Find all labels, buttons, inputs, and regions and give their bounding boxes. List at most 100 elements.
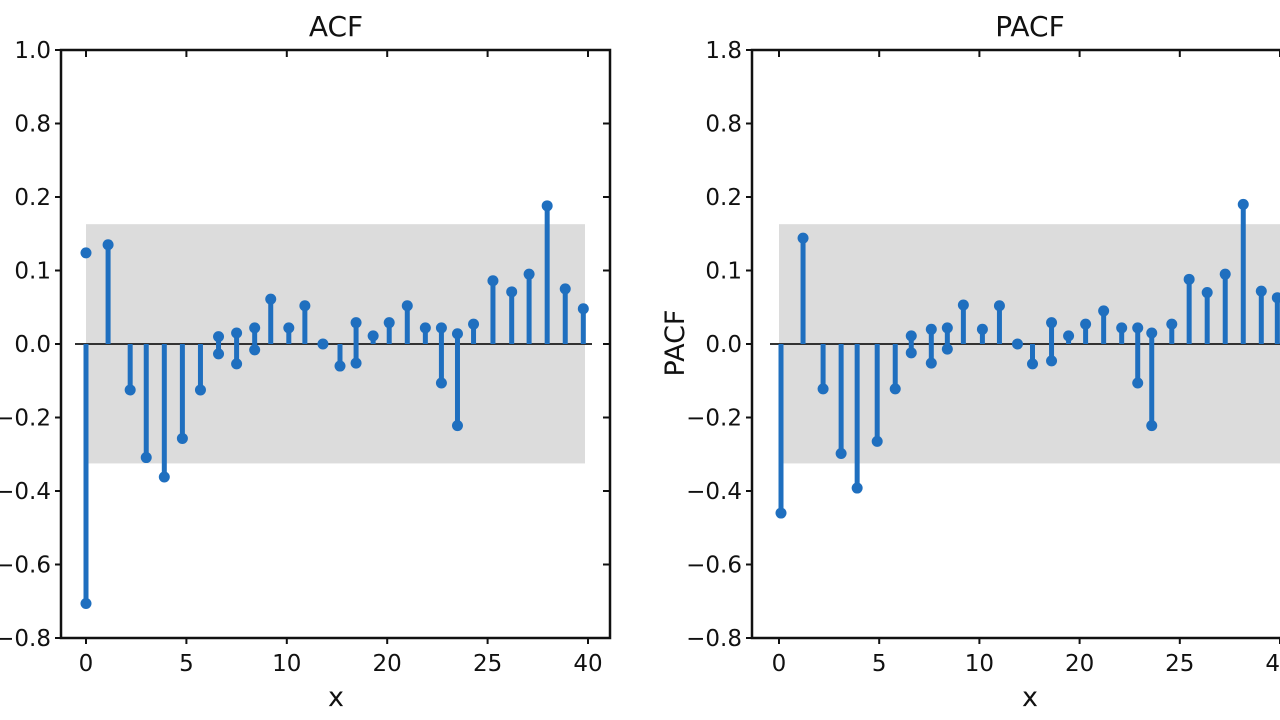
- acf-stem-marker: [283, 322, 295, 334]
- acf-y-tick-label: −0.8: [0, 626, 51, 652]
- acf-stem-marker: [401, 300, 413, 312]
- pacf-stem-marker: [1271, 292, 1280, 304]
- acf-x-tick-label: 5: [179, 651, 194, 677]
- acf-stem-marker: [231, 327, 243, 339]
- pacf-stem-marker: [775, 507, 787, 519]
- acf-y-tick-label: −0.6: [0, 553, 51, 579]
- pacf-stem-marker: [1201, 287, 1213, 299]
- acf-stem-marker: [176, 432, 188, 444]
- acf-y-tick-label: −0.2: [0, 406, 51, 432]
- pacf-stem-marker: [941, 322, 953, 334]
- acf-stem-marker: [213, 348, 225, 360]
- pacf-stem-marker: [905, 330, 917, 342]
- acf-stem-marker: [231, 358, 243, 370]
- pacf-stem-marker: [1255, 285, 1267, 297]
- acf-stem-marker: [559, 283, 571, 295]
- acf-y-tick-label: −0.4: [0, 479, 51, 505]
- acf-stem-marker: [367, 330, 379, 342]
- acf-stem-marker: [213, 331, 225, 343]
- pacf-y-tick-label: 0.1: [705, 259, 742, 285]
- pacf-stem-marker: [1063, 330, 1075, 342]
- acf-stem-marker: [265, 293, 277, 305]
- pacf-stem-marker: [1011, 338, 1023, 350]
- pacf-stem-marker: [925, 357, 937, 369]
- acf-x-tick-label: 10: [272, 651, 301, 677]
- acf-stem-marker: [468, 318, 480, 330]
- pacf-stem-marker: [1098, 305, 1110, 317]
- acf-stem-marker: [124, 384, 136, 396]
- acf-stem-marker: [350, 317, 362, 329]
- pacf-x-tick-label: 10: [965, 651, 994, 677]
- acf-y-tick-label: 0.2: [14, 185, 51, 211]
- acf-y-tick-label: 0.8: [14, 112, 51, 138]
- pacf-x-tick-label: 40: [1265, 651, 1280, 677]
- acf-x-tick-label: 25: [473, 651, 502, 677]
- acf-stem-marker: [451, 328, 463, 340]
- acf-stem-marker: [487, 275, 499, 287]
- pacf-stem-marker: [1132, 322, 1144, 334]
- pacf-stem-marker: [925, 323, 937, 335]
- acf-stem-marker: [523, 268, 535, 280]
- acf-y-tick-label: 0.1: [14, 259, 51, 285]
- pacf-stem-marker: [1166, 318, 1178, 330]
- acf-stem-marker: [140, 452, 152, 464]
- acf-stem-marker: [577, 303, 589, 315]
- acf-stem-marker: [435, 377, 447, 389]
- pacf-x-axis-label: x: [1022, 682, 1038, 713]
- pacf-x-tick-label: 20: [1065, 651, 1094, 677]
- pacf-stem-marker: [1183, 273, 1195, 285]
- pacf-stem-marker: [941, 343, 953, 355]
- acf-stem-marker: [102, 239, 114, 251]
- pacf-y-tick-label: −0.6: [686, 553, 742, 579]
- pacf-x-tick-label: 0: [772, 651, 787, 677]
- pacf-stem-marker: [1046, 317, 1058, 329]
- acf-stem-marker: [451, 420, 463, 432]
- acf-x-tick-label: 20: [373, 651, 402, 677]
- acf-stem-marker: [158, 471, 170, 483]
- acf-stem-marker: [249, 344, 261, 356]
- acf-stem-marker: [299, 300, 311, 312]
- acf-x-tick-label: 0: [79, 651, 94, 677]
- acf-x-axis-label: x: [328, 682, 344, 713]
- pacf-stem-marker: [1116, 322, 1128, 334]
- pacf-stem-marker: [1132, 377, 1144, 389]
- pacf-y-tick-label: −0.2: [686, 406, 742, 432]
- acf-panel: 1.0 0.8 0.2 0.1 0.0 −0.2 −0.4 −0.6 −0.8 0 5 10 20 25 4…: [0, 10, 612, 713]
- pacf-stem-marker: [851, 482, 863, 494]
- pacf-stem-marker: [1146, 420, 1158, 432]
- acf-y-tick-label: 1.0: [14, 38, 51, 64]
- pacf-x-tick-label: 25: [1165, 651, 1194, 677]
- acf-stem-marker: [249, 322, 261, 334]
- pacf-stem-marker: [835, 448, 847, 460]
- pacf-stem-marker: [1237, 198, 1249, 210]
- pacf-stem-marker: [905, 347, 917, 359]
- acf-stem-marker: [506, 286, 518, 298]
- acf-stem-marker: [350, 357, 362, 369]
- acf-y-tick-label: 0.0: [14, 332, 51, 358]
- pacf-stem-marker: [1080, 318, 1092, 330]
- pacf-title: PACF: [995, 10, 1064, 43]
- acf-stem-marker: [334, 360, 346, 372]
- pacf-y-axis-label: PACF: [660, 310, 691, 377]
- acf-marker: [80, 247, 92, 259]
- pacf-x-tick-label: 5: [872, 651, 887, 677]
- pacf-y-tick-label: 1.8: [705, 38, 742, 64]
- pacf-stem-marker: [1146, 327, 1158, 339]
- acf-title: ACF: [309, 10, 363, 43]
- pacf-stem-marker: [1219, 268, 1231, 280]
- acf-stem-marker: [383, 317, 395, 329]
- pacf-stem-marker: [797, 232, 809, 244]
- pacf-stem-marker: [871, 435, 883, 447]
- acf-stem-marker: [541, 200, 553, 212]
- acf-stem-marker: [194, 384, 206, 396]
- pacf-stem-marker: [957, 299, 969, 311]
- pacf-stem-marker: [1046, 355, 1058, 367]
- pacf-y-tick-label: 0.0: [705, 332, 742, 358]
- pacf-y-tick-label: 0.8: [705, 112, 742, 138]
- pacf-stem-marker: [889, 383, 901, 395]
- pacf-y-tick-label: 0.2: [705, 185, 742, 211]
- pacf-stem-marker: [976, 323, 988, 335]
- pacf-panel: 1.8 0.8 0.2 0.1 0.0 −0.2 −0.4 −0.6 −0.8 0 5 10 20 25 4…: [660, 10, 1280, 713]
